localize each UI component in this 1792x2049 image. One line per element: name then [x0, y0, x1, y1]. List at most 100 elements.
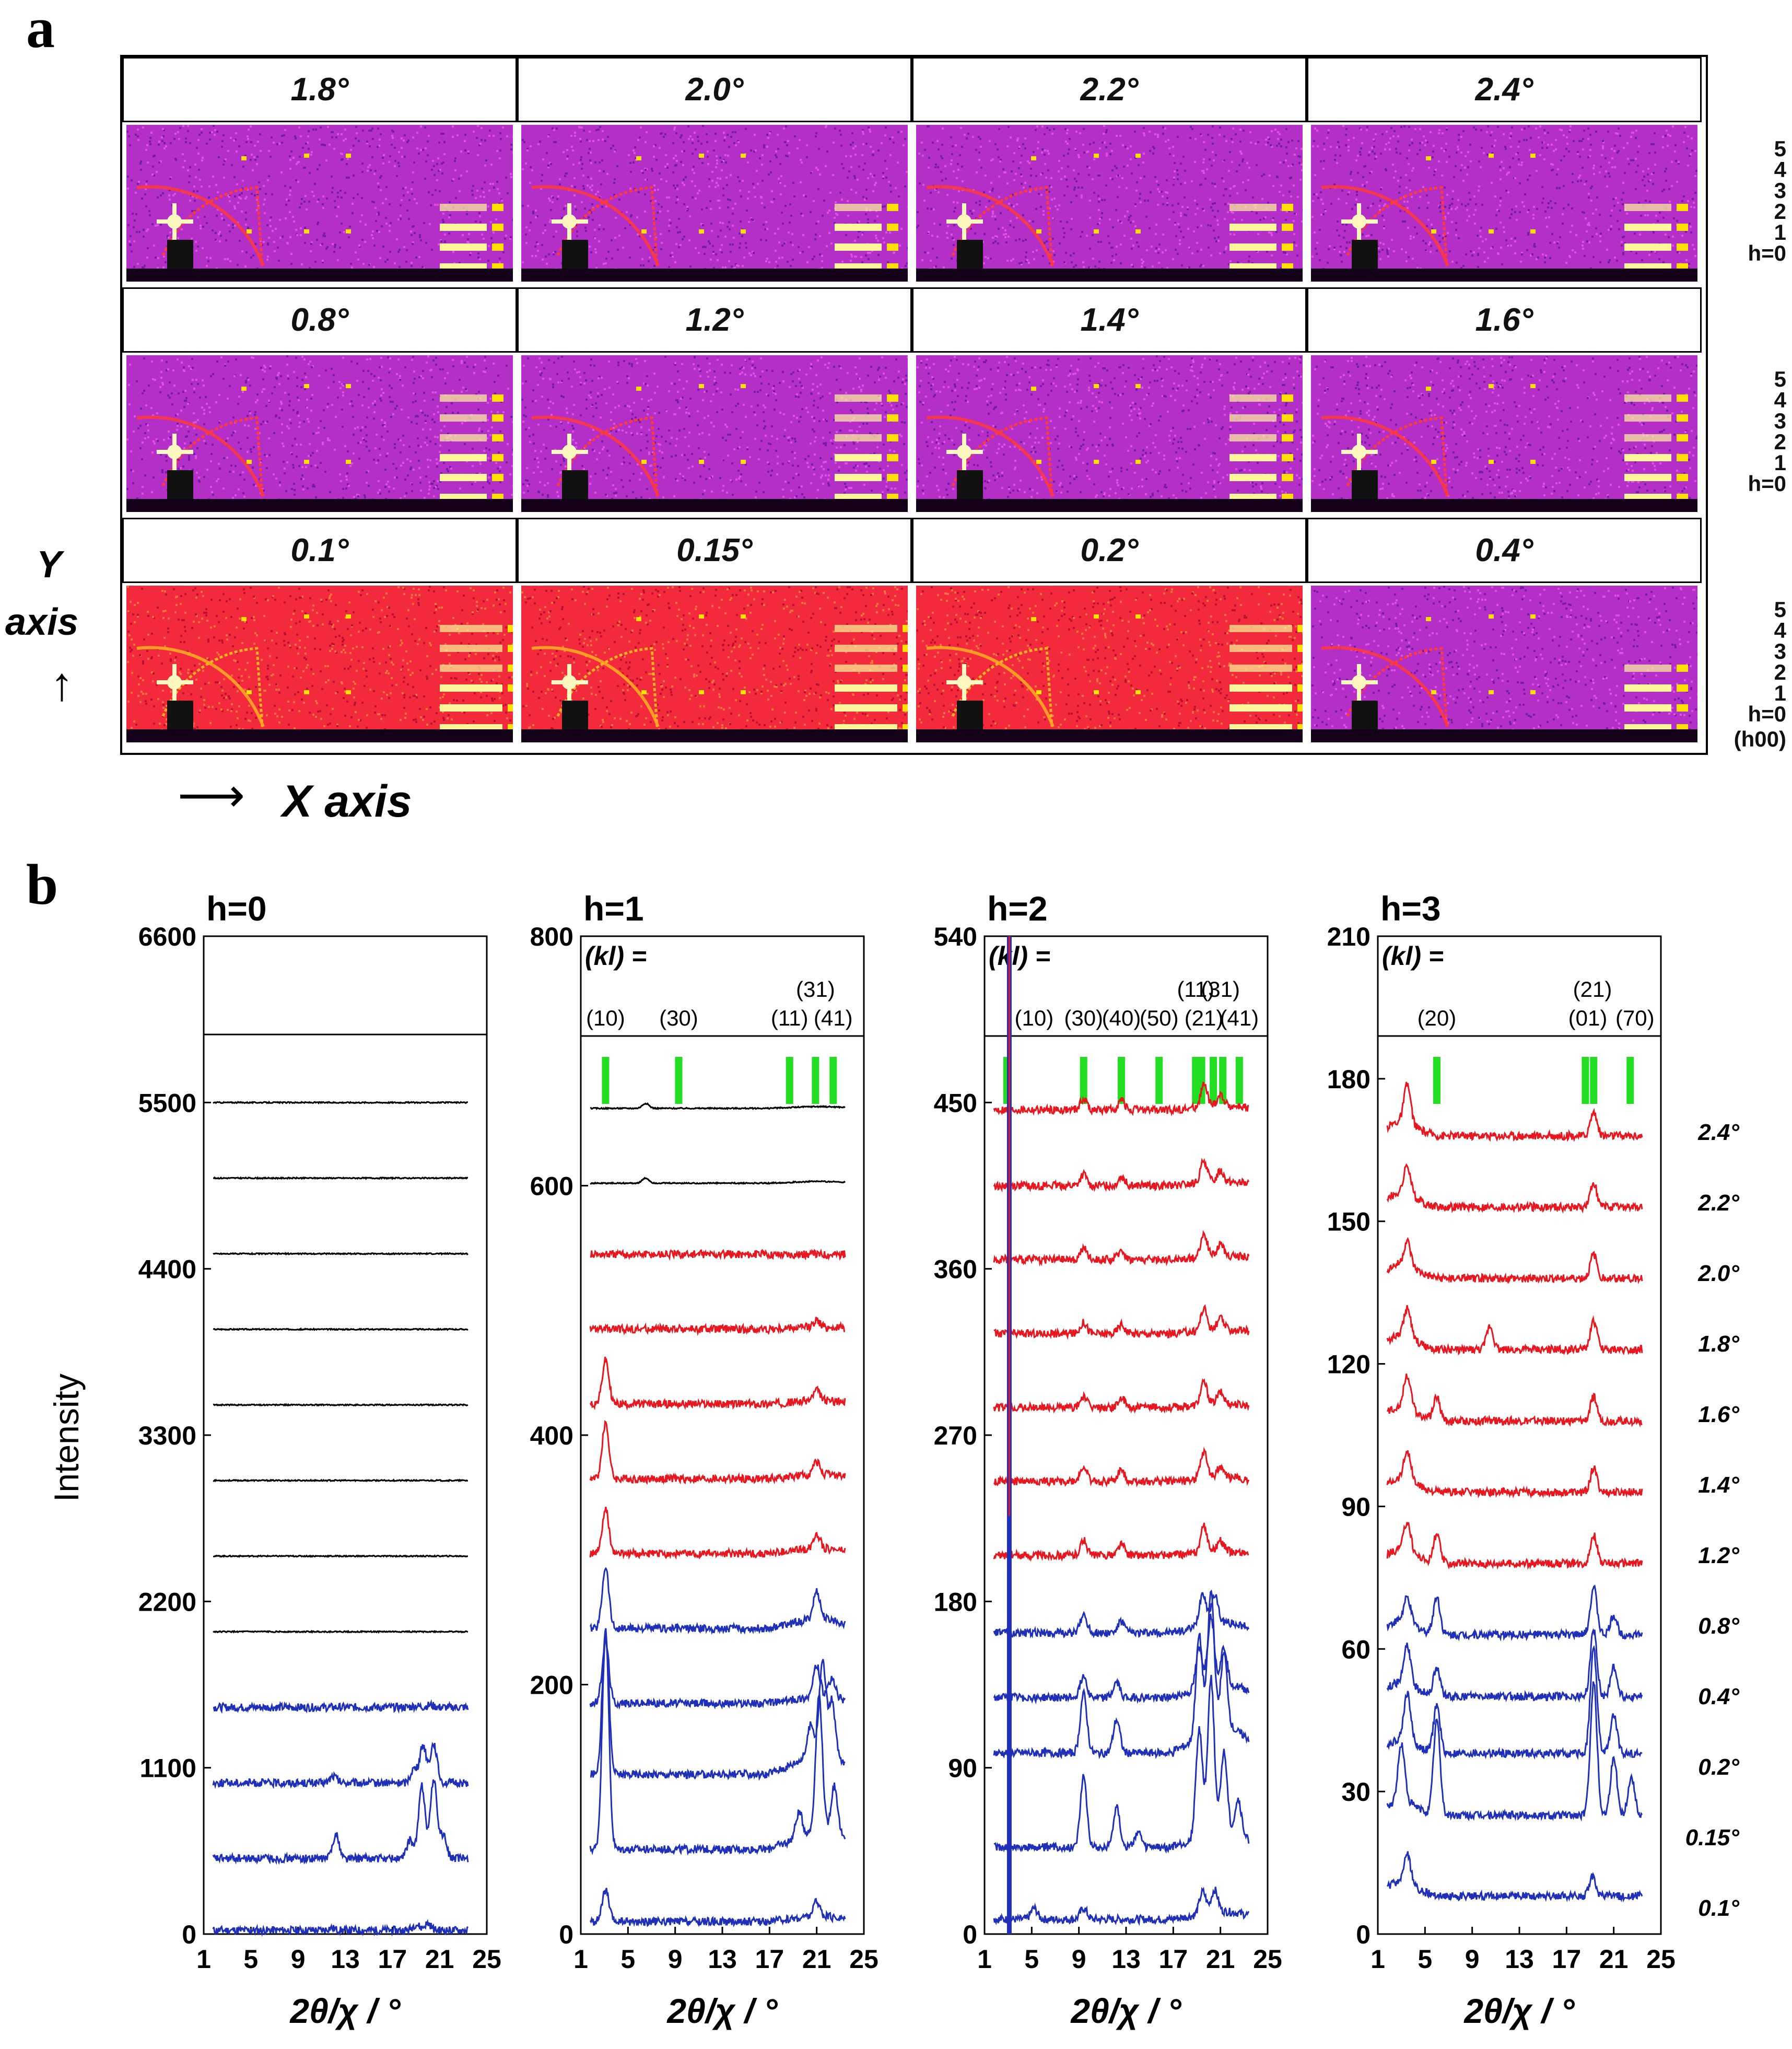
gisaxs-pattern	[126, 125, 513, 282]
series-line	[993, 1378, 1250, 1414]
y-tick-label: 0	[559, 1920, 573, 1949]
series-line	[993, 1447, 1250, 1488]
series-line	[993, 1592, 1250, 1639]
series-line	[213, 1699, 469, 1714]
x-axis-arrow: ⟶	[178, 770, 245, 822]
x-tick-label: 25	[1253, 1945, 1282, 1974]
series-line	[589, 1420, 846, 1485]
series-line	[1386, 1585, 1643, 1642]
series-line	[213, 1176, 469, 1181]
angle-label: 0.1°	[1698, 1895, 1739, 1921]
angle-title: 0.15°	[517, 518, 912, 583]
gisaxs-pattern	[1311, 355, 1697, 512]
panel-a-letter: a	[26, 0, 55, 60]
x-tick-label: 25	[472, 1945, 501, 1974]
series-line	[1386, 1081, 1643, 1142]
x-tick-label: 21	[1599, 1945, 1629, 1974]
x-tick-label: 9	[668, 1945, 683, 1974]
series-line	[589, 1356, 846, 1411]
series-line	[1386, 1237, 1643, 1285]
y-tick-label: 180	[1327, 1065, 1371, 1094]
y-tick-label: 0	[182, 1920, 196, 1949]
x-tick-label: 1	[977, 1945, 992, 1974]
series-line	[213, 1554, 469, 1558]
gisaxs-pattern	[916, 125, 1303, 282]
angle-label: 0.2°	[1698, 1754, 1739, 1780]
x-tick-label: 17	[1552, 1945, 1582, 1974]
x-tick-label: 17	[378, 1945, 407, 1974]
h-label: h=0	[1748, 471, 1786, 496]
angle-label: 0.8°	[1698, 1613, 1739, 1639]
kl-label: (70)	[1615, 1006, 1655, 1030]
plot-frame	[580, 935, 865, 1935]
series-line	[213, 1327, 469, 1331]
y-axis-label-y: Y	[37, 544, 62, 586]
series-line	[1386, 1628, 1643, 1703]
reflection-marker	[1080, 1057, 1087, 1104]
angle-title: 0.2°	[912, 518, 1307, 583]
x-tick-label: 1	[573, 1945, 588, 1974]
reflection-marker	[1210, 1057, 1217, 1104]
kl-label: (01)	[1568, 1006, 1608, 1030]
h-label: 3	[1774, 409, 1786, 433]
series-line	[993, 1304, 1250, 1340]
y-tick-label: 200	[530, 1671, 573, 1700]
x-tick-label: 17	[755, 1945, 784, 1974]
reflection-marker	[1192, 1057, 1200, 1104]
gisaxs-pattern	[1311, 586, 1697, 742]
series-line	[993, 1887, 1250, 1926]
kl-header: (kl) =	[1382, 941, 1444, 971]
h-label: 1	[1774, 220, 1786, 245]
reflection-marker	[1582, 1057, 1589, 1104]
angle-label: 2.2°	[1697, 1190, 1739, 1216]
series-line	[993, 1522, 1249, 1562]
x-tick-label: 13	[1505, 1945, 1534, 1974]
x-tick-label: 17	[1159, 1945, 1188, 1974]
reflection-marker	[786, 1057, 793, 1104]
gisaxs-pattern	[126, 586, 513, 742]
h-label: 5	[1774, 597, 1786, 622]
x-tick-label: 1	[1371, 1945, 1385, 1974]
series-line	[1386, 1522, 1643, 1570]
y-tick-label: 30	[1341, 1777, 1371, 1807]
gisaxs-pattern	[521, 355, 908, 512]
x-tick-label: 5	[243, 1945, 258, 1974]
angle-title: 1.4°	[912, 287, 1307, 353]
series-line	[1386, 1305, 1643, 1356]
x-tick-label: 5	[1024, 1945, 1039, 1974]
reflection-marker	[1626, 1057, 1634, 1104]
intensity-axis-title: Intensity	[47, 1373, 86, 1502]
h-label: 2	[1774, 429, 1786, 454]
x-tick-label: 5	[1418, 1945, 1432, 1974]
reflection-marker	[602, 1057, 610, 1104]
y-tick-label: 450	[934, 1088, 977, 1117]
kl-label: (21)	[1185, 1006, 1224, 1030]
h-label: 5	[1774, 367, 1786, 391]
series-line	[213, 1478, 469, 1483]
x-axis-title: 2θ/χ / °	[289, 1992, 401, 2030]
h-label: 4	[1774, 388, 1786, 412]
kl-label: (11)	[771, 1006, 809, 1030]
y-axis-label-axis: axis	[5, 601, 79, 643]
angle-label: 0.4°	[1698, 1684, 1739, 1709]
series-line	[1386, 1373, 1643, 1428]
reflection-marker	[1155, 1057, 1163, 1104]
kl-label: (30)	[659, 1006, 698, 1030]
h-label: 4	[1774, 618, 1786, 643]
angle-title: 0.1°	[122, 518, 517, 583]
plot-frame	[1377, 935, 1662, 1935]
angle-label: 1.6°	[1698, 1402, 1739, 1427]
h-label: 3	[1774, 178, 1786, 203]
series-line	[212, 1779, 469, 1865]
kl-label: (10)	[586, 1006, 625, 1030]
angle-title: 1.2°	[517, 287, 912, 353]
angle-title: 0.8°	[122, 287, 517, 353]
x-tick-label: 1	[196, 1945, 211, 1974]
y-axis-arrow: ↑	[50, 658, 74, 711]
kl-label: (40)	[1102, 1006, 1141, 1030]
y-tick-label: 3300	[138, 1421, 196, 1450]
kl-label: (20)	[1418, 1006, 1457, 1030]
series-line	[213, 1100, 469, 1105]
